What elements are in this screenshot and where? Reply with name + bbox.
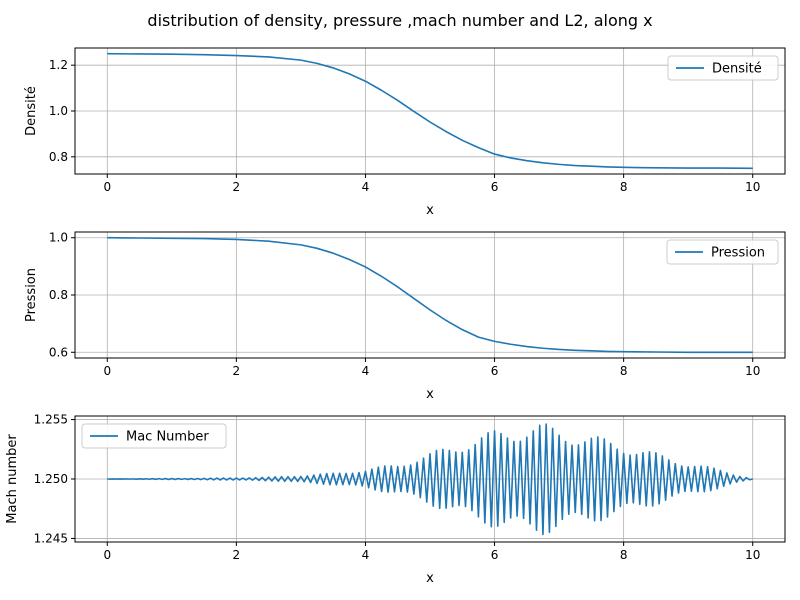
x-tick-label: 2	[233, 180, 241, 194]
series-line	[107, 423, 753, 536]
y-tick-label: 1.0	[49, 104, 68, 118]
legend: Pression	[666, 239, 779, 265]
legend-frame	[667, 55, 779, 81]
x-tick-label: 6	[491, 364, 499, 378]
x-tick-label: 8	[620, 364, 628, 378]
y-tick-label: 0.6	[49, 345, 68, 359]
legend-label: Densité	[712, 62, 762, 77]
y-tick-label: 0.8	[49, 150, 68, 164]
y-tick-label: 1.0	[49, 231, 68, 245]
x-axis-label: x	[426, 571, 434, 586]
legend: Densité	[667, 55, 779, 81]
x-tick-label: 6	[491, 548, 499, 562]
series-line	[107, 52, 753, 170]
x-tick-label: 8	[620, 548, 628, 562]
series-line	[107, 236, 753, 354]
x-tick-label: 10	[745, 180, 760, 194]
x-tick-label: 2	[233, 364, 241, 378]
x-axis-label: x	[426, 387, 434, 402]
x-tick-label: 4	[362, 364, 370, 378]
y-tick-label: 1.255	[34, 413, 68, 427]
x-axis-label: x	[426, 203, 434, 218]
legend: Mac Number	[81, 423, 227, 449]
y-axis-label: Mach number	[5, 434, 20, 524]
subplot-1: 0 2 4 6 8 10 0.8 1.0 1.2 x Densité Densité	[24, 47, 786, 218]
x-tick-label: 10	[745, 548, 760, 562]
y-axis-label: Pression	[24, 268, 39, 322]
legend-label: Pression	[711, 246, 765, 261]
x-tick-label: 4	[362, 548, 370, 562]
legend-frame	[666, 239, 779, 265]
x-tick-label: 0	[103, 548, 111, 562]
x-tick-label: 0	[103, 180, 111, 194]
figure-title: distribution of density, pressure ,mach …	[147, 11, 652, 30]
legend-frame	[81, 423, 227, 449]
x-tick-label: 2	[233, 548, 241, 562]
subplot-3: 0 2 4 6 8 10 1.245 1.250 1.255 x Mach number Mac Nu…	[5, 413, 786, 586]
x-tick-label: 6	[491, 180, 499, 194]
subplot-2: 0 2 4 6 8 10 0.6 0.8 1.0 x Pression Pression	[24, 231, 786, 402]
legend-label: Mac Number	[126, 430, 209, 445]
y-tick-label: 1.250	[34, 472, 68, 486]
y-axis-label: Densité	[24, 86, 39, 136]
y-tick-label: 0.8	[49, 288, 68, 302]
x-tick-label: 10	[745, 364, 760, 378]
y-tick-label: 1.2	[49, 58, 68, 72]
x-tick-label: 4	[362, 180, 370, 194]
x-tick-label: 0	[103, 364, 111, 378]
x-tick-label: 8	[620, 180, 628, 194]
y-tick-label: 1.245	[34, 531, 68, 545]
